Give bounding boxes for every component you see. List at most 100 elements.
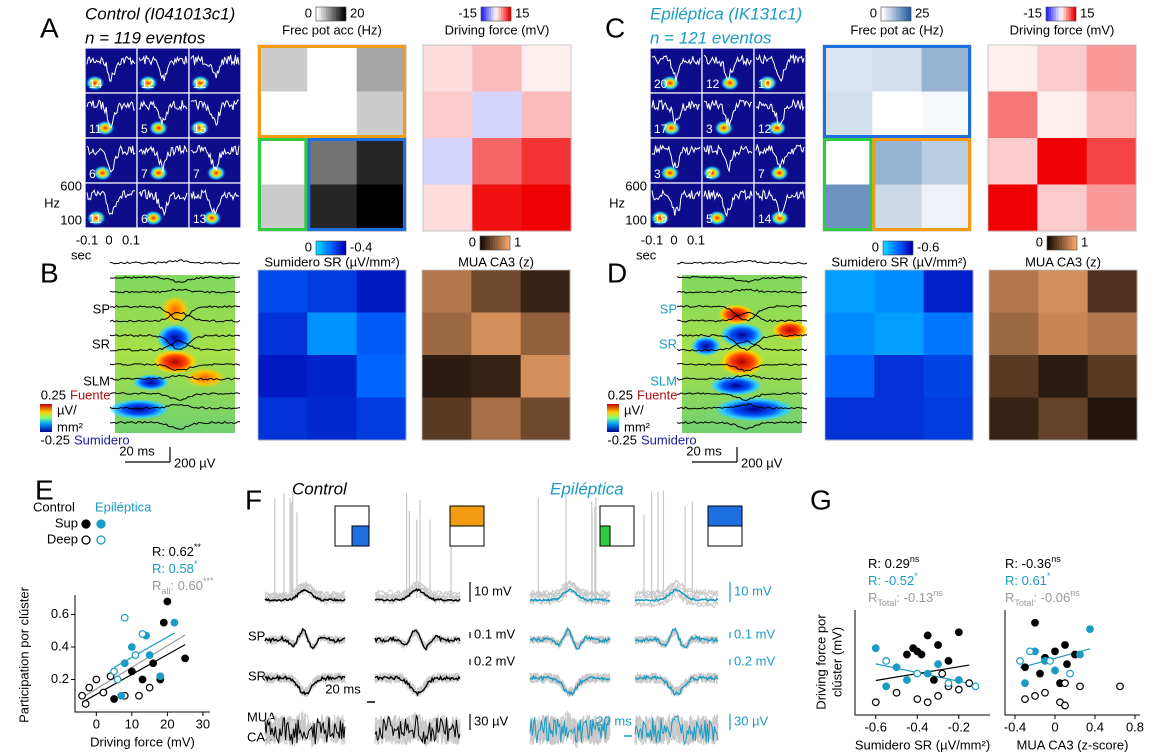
lfp-trace [676, 333, 808, 351]
cluster-box [872, 138, 971, 231]
colorbar [40, 404, 52, 432]
spectrogram-blob [95, 120, 116, 136]
trace-mean [529, 627, 611, 650]
csd-blob [714, 397, 794, 422]
heatmap-cell [423, 91, 473, 139]
colorbar-step [503, 7, 507, 21]
colorbar-frame [1045, 6, 1077, 22]
colorbar-label: 0 [469, 234, 476, 249]
legend-marker [81, 519, 91, 529]
colorbar-step [333, 7, 337, 21]
stat-part: R: 0.62 [152, 544, 194, 559]
scale-label: 0.1 mV [474, 626, 516, 641]
time-tick: 0.1 [122, 232, 140, 247]
spectrogram-blob [143, 210, 164, 226]
data-point [138, 630, 147, 638]
spectrogram-blob [769, 165, 790, 181]
colorbar-step [481, 7, 484, 21]
data-point [944, 679, 953, 688]
data-point [1016, 657, 1024, 665]
data-point [965, 679, 974, 688]
colorbar-step [341, 7, 344, 21]
fit-line [875, 664, 970, 682]
colorbar-step [905, 241, 909, 255]
heatmap-cell [872, 138, 923, 185]
scale-label: 200 µV [174, 455, 216, 470]
trace-mean [529, 587, 611, 603]
trace-gray [374, 583, 461, 601]
colorbar-step [893, 241, 896, 255]
trace-gray [529, 582, 611, 599]
colorbar-step [1047, 236, 1050, 250]
colorbar-step [333, 241, 337, 255]
heatmap-frame [824, 269, 974, 441]
heatmap-title: Sumidero SR (µV/mm²) [264, 254, 399, 269]
colorbar-step [343, 7, 347, 21]
colorbar-step [901, 7, 904, 21]
lfp-trace [109, 363, 241, 371]
colorbar-label: 0.25 [608, 387, 633, 402]
colorbar-label: 0.25 [41, 387, 66, 402]
stat-part: ns [933, 588, 943, 598]
stat-part: : -0.13 [896, 590, 933, 605]
colorbar-step [893, 7, 897, 21]
trace-gray [374, 581, 461, 599]
spectrogram-blob [702, 165, 723, 181]
spectrogram-trace [86, 99, 135, 129]
scale-label: 20 ms [596, 713, 632, 728]
heatmap-cell [356, 138, 407, 185]
data-point [1116, 682, 1124, 691]
spectrogram-blob [85, 75, 106, 91]
colorbar-step [341, 241, 344, 255]
colorbar-step [316, 7, 319, 21]
colorbar-step [323, 7, 327, 21]
heatmap-cell [423, 45, 473, 92]
lfp-trace [676, 340, 808, 352]
layer-label: SLM [650, 373, 677, 388]
spectrogram-blob [650, 210, 671, 226]
colorbar-step [331, 7, 334, 21]
heatmap-cell [307, 312, 358, 356]
heatmap-cell [356, 312, 407, 356]
heatmap-cell [989, 312, 1039, 356]
colorbar-step [321, 7, 324, 21]
trace-gray [264, 580, 346, 598]
lfp-trace [676, 403, 808, 410]
heatmap-cell [989, 397, 1039, 441]
data-point [1076, 650, 1084, 659]
colorbar-step [338, 7, 342, 21]
lfp-trace [676, 275, 808, 283]
colorbar-step [1049, 236, 1053, 250]
data-point [1026, 647, 1034, 656]
event-count: 3 [706, 122, 713, 136]
y-axis-label: clúster (mV) [829, 627, 844, 697]
layer-label: SR [659, 336, 677, 351]
colorbar-step [486, 7, 489, 21]
heatmap-frame [257, 269, 407, 441]
stat-part: R: -0.36 [1005, 556, 1051, 571]
spectrogram-blob [757, 75, 778, 91]
y-tick-label: 0.6 [51, 606, 69, 621]
heatmap-cell [258, 91, 308, 139]
data-point [954, 676, 963, 684]
csd-blob [133, 374, 169, 391]
data-point [971, 682, 980, 691]
group-label: Control [292, 479, 348, 498]
heatmap-cell [258, 397, 308, 441]
csd-blob [185, 367, 225, 388]
spectrogram-trace [138, 189, 188, 217]
colorbar-step [1074, 236, 1078, 250]
colorbar-step [483, 7, 487, 21]
legend-marker [96, 519, 106, 529]
panel-subtitle: n = 119 eventos [85, 28, 206, 47]
colorbar-step [488, 7, 492, 21]
colorbar-step [498, 7, 502, 21]
scale-label: 20 ms [325, 681, 361, 696]
data-point [1031, 692, 1039, 700]
colorbar-step [896, 7, 899, 21]
heatmap-cell [921, 138, 972, 185]
heatmap-cell [258, 45, 308, 92]
data-point [903, 676, 911, 684]
data-point [1061, 641, 1069, 649]
data-point [1036, 669, 1044, 678]
